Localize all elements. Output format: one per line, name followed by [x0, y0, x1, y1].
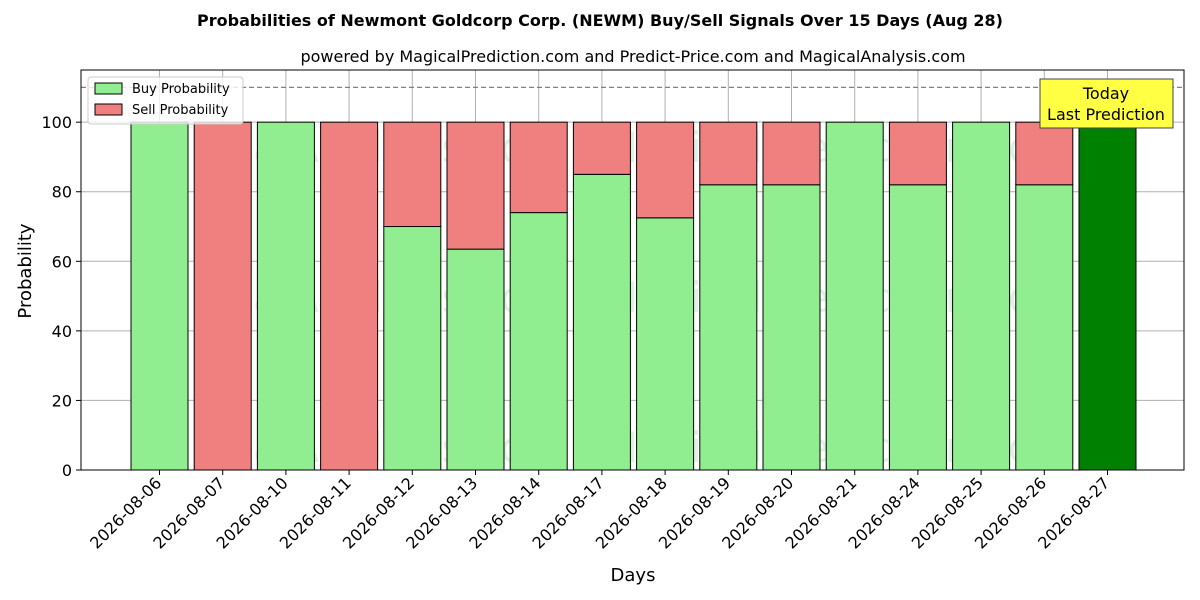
- buy-bar: [1015, 184, 1074, 471]
- buy-bar: [509, 212, 568, 471]
- sell-bar: [1015, 121, 1074, 186]
- sell-bar: [320, 121, 379, 471]
- y-tick-label: 0: [62, 461, 72, 480]
- y-tick-label: 20: [52, 391, 72, 410]
- buy-bar: [256, 121, 315, 471]
- axes: [80, 69, 1185, 471]
- legend: Buy Probability Sell Probability: [87, 76, 244, 125]
- buy-bar: [699, 184, 758, 471]
- today-annotation: Today Last Prediction: [1039, 78, 1174, 129]
- chart-subtitle: powered by MagicalPrediction.com and Pre…: [300, 47, 965, 66]
- buy-bar: [446, 248, 505, 471]
- y-tick-label: 40: [52, 322, 72, 341]
- annotation-line-1: Today: [1082, 84, 1129, 103]
- buy-bar: [383, 226, 442, 471]
- buy-bar: [825, 121, 884, 471]
- y-tick-label: 60: [52, 252, 72, 271]
- annotation-line-2: Last Prediction: [1047, 105, 1165, 124]
- y-axis-label: Probability: [15, 223, 36, 318]
- sell-bar: [509, 121, 568, 214]
- legend-sell-label: Sell Probability: [132, 103, 229, 118]
- buy-bar: [952, 121, 1011, 471]
- legend-buy-label: Buy Probability: [132, 82, 230, 97]
- chart-title: Probabilities of Newmont Goldcorp Corp. …: [197, 11, 1003, 30]
- plot-frame: [80, 69, 1185, 471]
- sell-bar: [888, 121, 947, 186]
- buy-bar: [636, 217, 695, 471]
- sell-bar: [636, 121, 695, 219]
- x-axis-ticks: 2026-08-062026-08-072026-08-102026-08-11…: [86, 470, 1113, 553]
- x-axis-label: Days: [611, 565, 656, 586]
- buy-bar: [572, 173, 631, 471]
- annotation-box: [1039, 78, 1174, 129]
- bars: [130, 121, 1137, 471]
- buy-bar: [888, 184, 947, 471]
- sell-bar: [762, 121, 821, 186]
- sell-bar: [193, 121, 252, 471]
- sell-bar: [383, 121, 442, 228]
- sell-bar: [572, 121, 631, 175]
- buy-bar: [1078, 121, 1137, 471]
- buy-bar: [130, 121, 189, 471]
- legend-buy-swatch: [94, 82, 123, 95]
- y-tick-label: 80: [52, 183, 72, 202]
- legend-sell-swatch: [94, 103, 123, 116]
- sell-bar: [446, 121, 505, 250]
- buy-bar: [762, 184, 821, 471]
- y-tick-label: 100: [41, 113, 72, 132]
- legend-box: [87, 76, 244, 125]
- y-axis-ticks: 0 20 40 60 80 100: [41, 113, 81, 480]
- sell-bar: [699, 121, 758, 186]
